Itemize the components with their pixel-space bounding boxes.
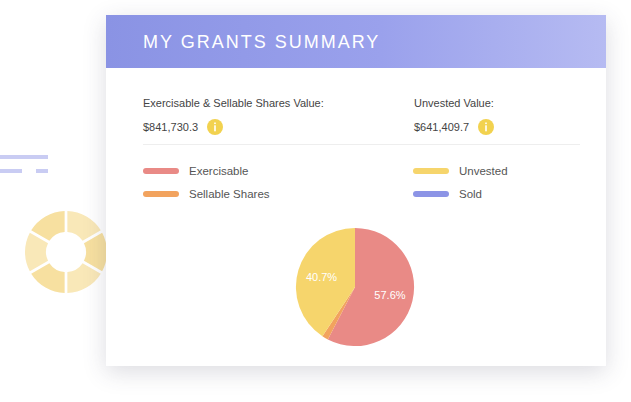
html-text:Unvested Value:: Unvested Value: — [414, 97, 494, 109]
html-text:Sold: Sold — [459, 188, 482, 200]
svg-text:40.7%: 40.7% — [306, 271, 337, 283]
html-text:$641,409.7: $641,409.7 — [414, 121, 470, 133]
html-text:Exercisable & Sellable Shares: Exercisable & Sellable Shares Value: — [143, 97, 324, 109]
html-text:Exercisable: Exercisable — [189, 165, 249, 177]
html-text:Unvested: Unvested — [459, 165, 508, 177]
svg-text:57.6%: 57.6% — [374, 289, 405, 301]
html-text:$841,730.3: $841,730.3 — [143, 121, 199, 133]
html-text:MY GRANTS SUMMARY: MY GRANTS SUMMARY — [143, 32, 381, 52]
html-text:Sellable Shares: Sellable Shares — [189, 188, 270, 200]
